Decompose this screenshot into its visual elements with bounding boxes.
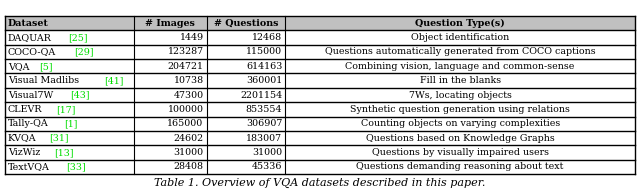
Text: 31000: 31000 <box>173 148 204 157</box>
Text: 12468: 12468 <box>252 33 282 42</box>
Text: 853554: 853554 <box>246 105 282 114</box>
Text: 115000: 115000 <box>246 47 282 56</box>
Text: 165000: 165000 <box>167 119 204 128</box>
Text: 360001: 360001 <box>246 76 282 85</box>
Text: CLEVR: CLEVR <box>8 105 42 114</box>
Text: VizWiz: VizWiz <box>8 148 40 157</box>
Text: [1]: [1] <box>65 119 78 128</box>
Text: # Images: # Images <box>145 19 195 28</box>
Text: Visual7W: Visual7W <box>8 90 53 99</box>
Text: 10738: 10738 <box>173 76 204 85</box>
Text: Synthetic question generation using relations: Synthetic question generation using rela… <box>350 105 570 114</box>
Text: 123287: 123287 <box>168 47 204 56</box>
Text: 7Ws, locating objects: 7Ws, locating objects <box>409 90 511 99</box>
Text: # Questions: # Questions <box>214 19 278 28</box>
Text: 28408: 28408 <box>173 162 204 171</box>
Text: Visual Madlibs: Visual Madlibs <box>8 76 79 85</box>
Text: [31]: [31] <box>49 134 68 143</box>
Text: Table 1. Overview of VQA datasets described in this paper.: Table 1. Overview of VQA datasets descri… <box>154 178 486 188</box>
Text: 204721: 204721 <box>168 62 204 71</box>
Text: 31000: 31000 <box>252 148 282 157</box>
Text: Questions demanding reasoning about text: Questions demanding reasoning about text <box>356 162 564 171</box>
Text: Dataset: Dataset <box>8 19 49 28</box>
Text: Questions automatically generated from COCO captions: Questions automatically generated from C… <box>325 47 595 56</box>
Text: Questions by visually impaired users: Questions by visually impaired users <box>372 148 548 157</box>
Text: 183007: 183007 <box>246 134 282 143</box>
Text: [13]: [13] <box>54 148 73 157</box>
Text: Question Type(s): Question Type(s) <box>415 19 505 28</box>
Text: Fill in the blanks: Fill in the blanks <box>420 76 500 85</box>
Text: [33]: [33] <box>66 162 86 171</box>
Text: DAQUAR: DAQUAR <box>8 33 52 42</box>
Text: 47300: 47300 <box>173 90 204 99</box>
Text: [25]: [25] <box>68 33 88 42</box>
Text: 1449: 1449 <box>179 33 204 42</box>
Text: 100000: 100000 <box>168 105 204 114</box>
Text: [43]: [43] <box>70 90 90 99</box>
Text: Combining vision, language and common-sense: Combining vision, language and common-se… <box>346 62 575 71</box>
Text: 614163: 614163 <box>246 62 282 71</box>
Text: TextVQA: TextVQA <box>8 162 50 171</box>
Text: VQA: VQA <box>8 62 29 71</box>
Text: 306907: 306907 <box>246 119 282 128</box>
Text: Counting objects on varying complexities: Counting objects on varying complexities <box>360 119 560 128</box>
Text: 45336: 45336 <box>252 162 282 171</box>
Text: Object identification: Object identification <box>411 33 509 42</box>
Text: [29]: [29] <box>74 47 93 56</box>
Text: [41]: [41] <box>104 76 123 85</box>
Text: Tally-QA: Tally-QA <box>8 119 49 128</box>
Text: Questions based on Knowledge Graphs: Questions based on Knowledge Graphs <box>366 134 554 143</box>
Text: KVQA: KVQA <box>8 134 36 143</box>
Text: [5]: [5] <box>40 62 53 71</box>
Text: 2201154: 2201154 <box>240 90 282 99</box>
Bar <box>5 16 635 30</box>
Text: COCO-QA: COCO-QA <box>8 47 56 56</box>
Text: 24602: 24602 <box>173 134 204 143</box>
Text: [17]: [17] <box>56 105 76 114</box>
